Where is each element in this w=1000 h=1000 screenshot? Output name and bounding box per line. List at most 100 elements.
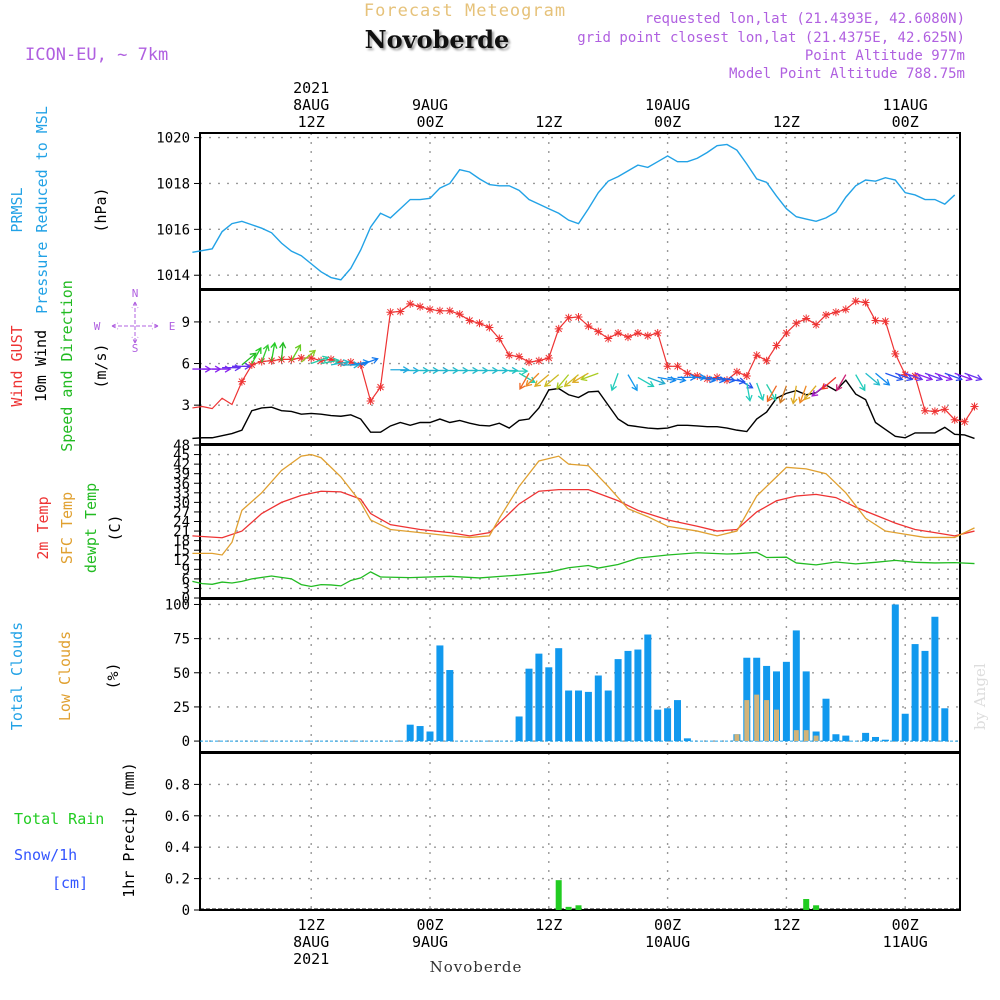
gust-marker [643, 331, 652, 340]
model-label: ICON-EU, ~ 7km [25, 45, 168, 65]
wind-arrow [509, 367, 529, 375]
wind-arrow-shaft [944, 372, 962, 381]
gust-marker [445, 306, 454, 315]
bar-total-clouds [862, 732, 870, 742]
compass-letter: S [132, 342, 139, 355]
wind-arrow-shaft [300, 350, 316, 363]
wind-arrow-head [262, 344, 270, 352]
bar-total-clouds [545, 667, 553, 742]
wind-arrow [320, 357, 341, 365]
time-axis-label: 12Z [535, 916, 562, 934]
y-tick-label: 0 [182, 734, 190, 750]
bar-total-rain [813, 905, 820, 910]
wind-arrow [924, 372, 944, 382]
time-axis-label: 00Z [416, 916, 443, 934]
wind-arrow-head [647, 380, 655, 388]
gust-marker [732, 367, 741, 376]
wind-arrow-shaft [821, 376, 837, 390]
gust-marker [406, 299, 415, 308]
wind-arrow-head [873, 378, 881, 386]
wind-arrow [360, 357, 379, 366]
compass-letter: E [169, 320, 176, 333]
wind-arrow-head [935, 374, 944, 382]
wind-arrow-shaft [836, 374, 847, 391]
gust-marker [792, 319, 801, 328]
gust-marker [891, 349, 900, 358]
wind-arrow [964, 372, 983, 382]
bar-total-clouds [792, 630, 800, 742]
series-sfc-temp-line [192, 453, 975, 556]
bar-total-clouds [634, 649, 642, 742]
y-tick-label: 0 [182, 903, 190, 919]
gust-marker [584, 322, 593, 331]
y-tick-label: 0.2 [165, 872, 190, 888]
model-altitude: Model Point Altitude 788.75m [729, 66, 965, 82]
wind-arrow-shaft [330, 361, 349, 366]
bar-total-clouds [565, 690, 573, 742]
y-tick-label: 27 [173, 505, 190, 521]
wind-arrow-shaft [954, 372, 972, 381]
bar-total-clouds [525, 668, 533, 742]
wind-arrow-shaft [875, 372, 890, 386]
y-tick-label: 45 [173, 448, 190, 464]
y-tick-label: 1016 [156, 222, 190, 238]
wind-arrow-shaft [261, 345, 269, 363]
gust-marker [237, 377, 246, 386]
bar-total-clouds [802, 671, 810, 742]
wind-arrow-shaft [811, 383, 827, 397]
gust-marker [307, 353, 316, 362]
y-tick-label: 50 [173, 666, 190, 682]
bar-total-clouds [614, 659, 622, 742]
cloud-axis-label: Total Clouds [8, 622, 26, 730]
wind-arrow [525, 372, 540, 387]
wind-arrow-shaft [647, 376, 665, 385]
gust-marker [416, 302, 425, 311]
gust-marker [515, 352, 524, 361]
wind-arrow-head [738, 377, 746, 385]
wind-arrow-head [745, 394, 753, 402]
wind-arrow-shaft [792, 385, 797, 404]
gust-marker [683, 369, 692, 378]
wind-arrow-head [631, 384, 638, 392]
wind-arrow-shaft [697, 376, 716, 382]
wind-arrow-head [571, 376, 579, 383]
series-wind-gust-line [192, 300, 976, 423]
y-tick-label: 24 [173, 515, 190, 531]
wind-arrow-head [790, 397, 798, 405]
wind-arrow-head [556, 382, 563, 390]
wind-arrow [390, 366, 410, 374]
y-tick-label: 33 [173, 486, 190, 502]
time-axis-label: 00Z [892, 916, 919, 934]
wind-arrow [499, 366, 519, 375]
snow-label: Snow/1h [14, 846, 77, 864]
bar-total-clouds [575, 690, 582, 742]
wind-arrow [798, 385, 807, 404]
gust-marker [871, 316, 880, 325]
gust-marker [465, 316, 474, 325]
wind-arrow [340, 361, 361, 369]
wind-arrow-head [309, 349, 317, 357]
panel-4: 0 25 50 75 100 [165, 597, 961, 753]
bar-total-clouds [406, 724, 414, 742]
gust-marker [346, 358, 355, 367]
y-tick-label: 0 [182, 591, 190, 607]
wind-arrow-head [402, 366, 410, 374]
bar-total-clouds [911, 644, 919, 742]
wind-arrow-shaft [657, 376, 676, 382]
gust-marker [772, 341, 781, 350]
gust-marker [633, 329, 642, 338]
time-axis-label: 00Z [654, 113, 681, 131]
gust-marker [653, 329, 662, 338]
time-axis-label: 12Z [535, 113, 562, 131]
requested-coords: requested lon,lat (21.4393E, 42.6080N) [645, 11, 965, 27]
gust-marker [663, 362, 672, 371]
gust-marker [782, 329, 791, 338]
wind-arrow-head [798, 396, 806, 404]
bar-low-clouds [744, 700, 750, 742]
gust-marker [822, 310, 830, 319]
bar-total-rain [565, 906, 572, 910]
wind-arrow [580, 372, 599, 382]
bar-total-clouds [822, 698, 830, 742]
